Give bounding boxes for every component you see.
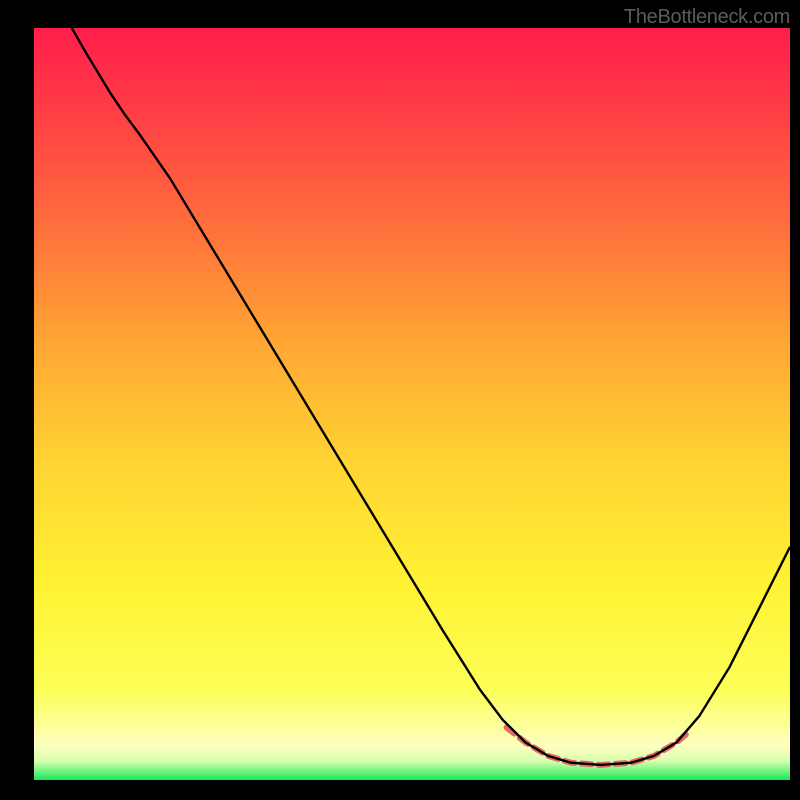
chart-series-layer	[34, 28, 790, 780]
chart-frame	[34, 28, 790, 780]
chart-plot-area	[34, 28, 790, 780]
watermark-text: TheBottleneck.com	[624, 6, 790, 29]
main-curve-line	[72, 28, 790, 765]
